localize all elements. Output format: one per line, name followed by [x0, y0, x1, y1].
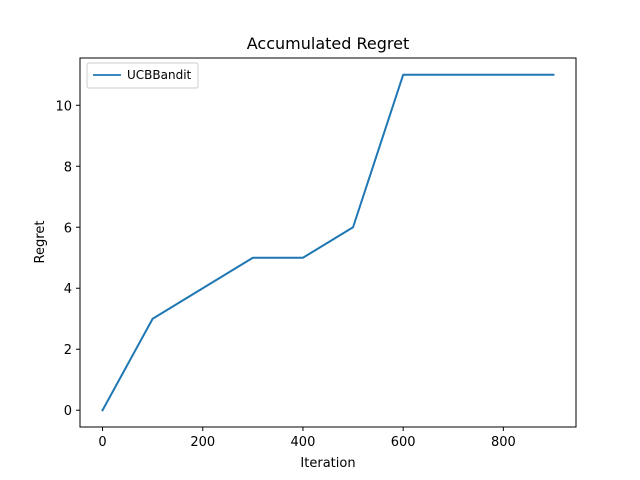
x-tick-label: 0: [98, 435, 106, 450]
y-tick-label: 2: [64, 343, 72, 358]
y-tick-label: 10: [55, 99, 72, 114]
y-axis-label: Regret: [33, 221, 48, 264]
y-tick-label: 4: [64, 282, 72, 297]
y-axis: 0 2 4 6 8 10: [55, 99, 80, 419]
x-tick-label: 200: [190, 435, 215, 450]
legend-label-ucbbandit: UCBBandit: [127, 68, 192, 82]
x-tick-label: 600: [391, 435, 416, 450]
y-tick-label: 6: [64, 221, 72, 236]
x-axis: 0 200 400 600 800: [98, 427, 516, 450]
chart-title: Accumulated Regret: [247, 34, 409, 53]
x-axis-label: Iteration: [300, 456, 355, 471]
y-tick-label: 0: [64, 404, 72, 419]
plot-frame: [79, 57, 577, 428]
legend: UCBBandit: [86, 62, 199, 89]
x-tick-label: 800: [491, 435, 516, 450]
series-line-ucbbandit: [101, 73, 555, 412]
series-layer: [101, 73, 555, 412]
legend-box: [86, 62, 199, 89]
y-tick-label: 8: [64, 160, 72, 175]
x-tick-label: 400: [291, 435, 316, 450]
